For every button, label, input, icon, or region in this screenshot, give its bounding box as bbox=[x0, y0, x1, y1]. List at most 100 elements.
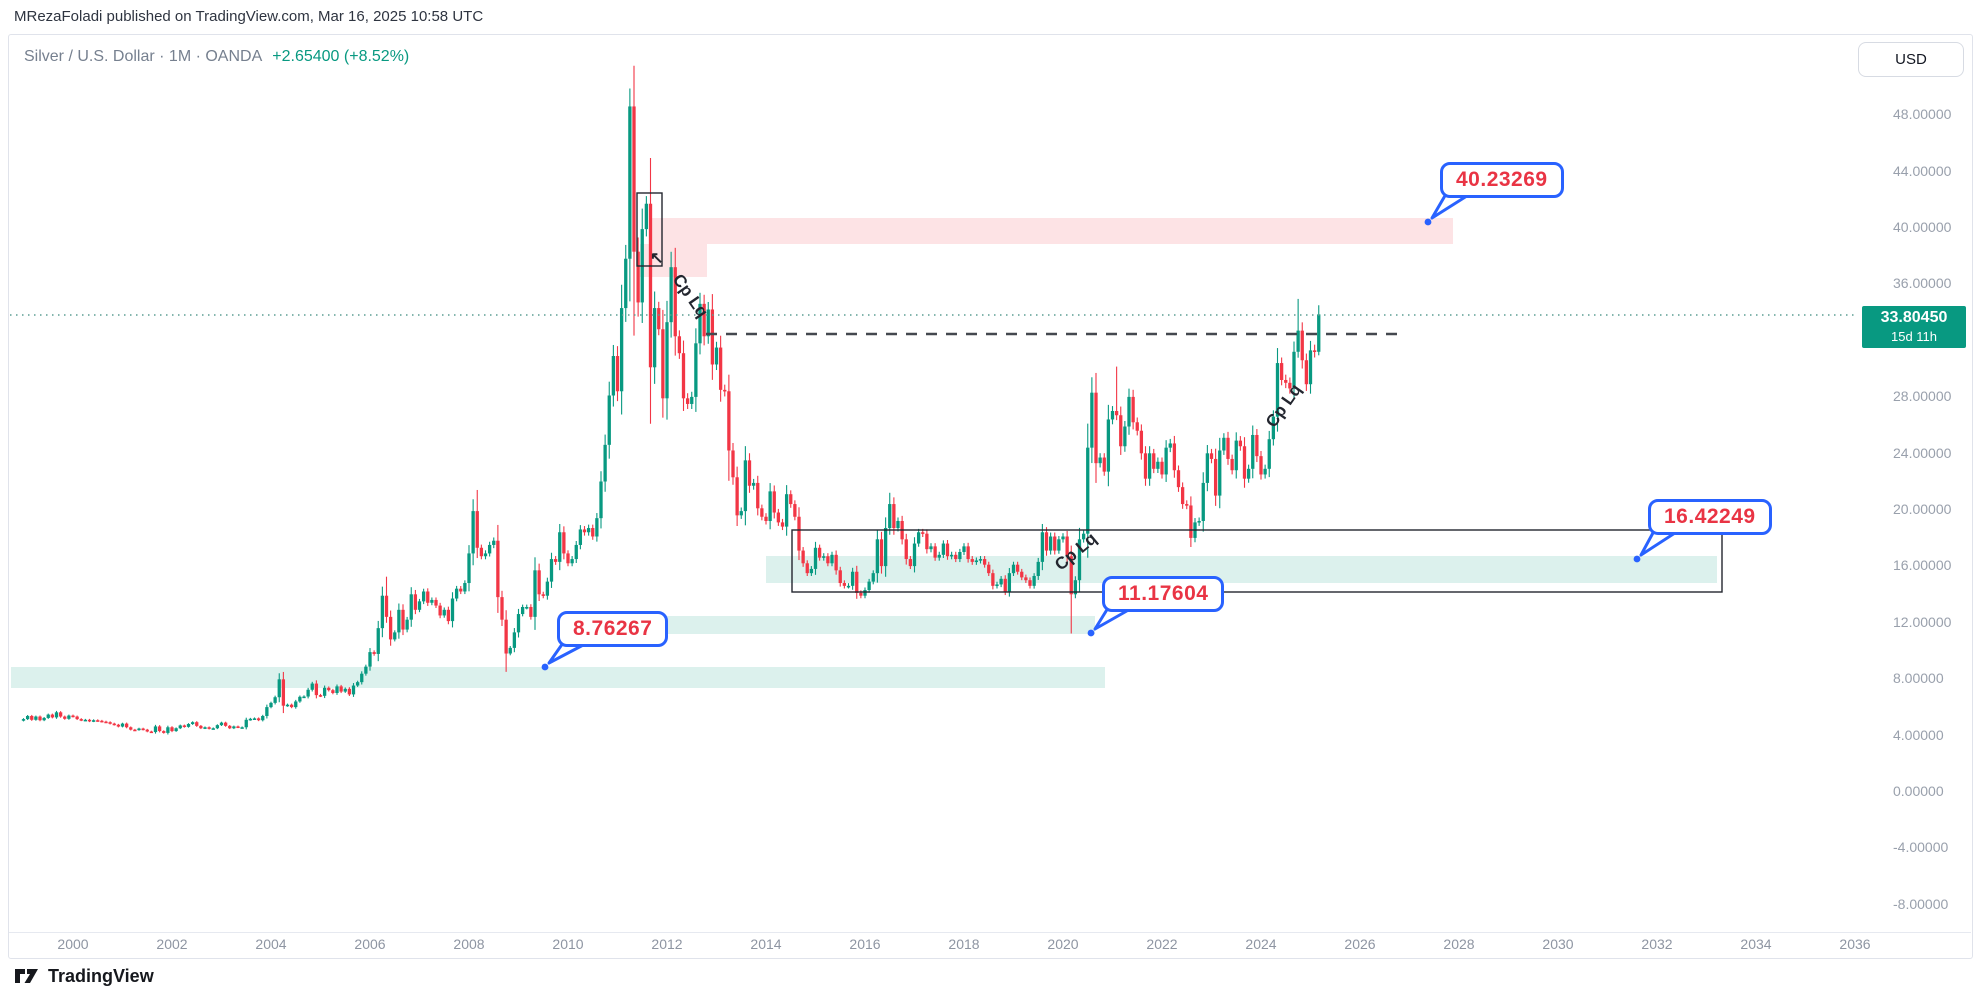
demand-zone-low-green[interactable] bbox=[11, 667, 1105, 688]
candle-body bbox=[723, 389, 727, 392]
candle-body bbox=[343, 688, 347, 692]
candle-body bbox=[958, 552, 962, 560]
candle-body bbox=[694, 343, 698, 397]
large-range-box[interactable] bbox=[791, 529, 1723, 593]
candle-body bbox=[1308, 350, 1313, 385]
candle-body bbox=[223, 722, 228, 726]
candle-body bbox=[822, 556, 826, 558]
candle-body bbox=[1218, 450, 1222, 496]
time-axis-label: 2014 bbox=[750, 936, 782, 952]
price-axis-label: 44.00000 bbox=[1893, 162, 1952, 179]
candle-body bbox=[1255, 434, 1259, 457]
price-axis-label: 24.00000 bbox=[1893, 444, 1952, 461]
candle-body bbox=[1156, 461, 1160, 469]
candle-body bbox=[813, 547, 818, 569]
candle-body bbox=[58, 712, 63, 717]
candle-body bbox=[273, 697, 277, 703]
candle-body bbox=[1114, 411, 1119, 416]
demand-zone-mid-green[interactable] bbox=[564, 616, 1095, 634]
candle-body bbox=[487, 544, 492, 554]
candle-body bbox=[937, 554, 941, 558]
candle-body bbox=[120, 723, 125, 727]
price-axis-label: 20.00000 bbox=[1893, 501, 1952, 517]
candle-body bbox=[500, 597, 504, 620]
candle-body bbox=[504, 619, 508, 654]
candle-body bbox=[850, 571, 855, 586]
candle-body bbox=[1015, 564, 1020, 572]
currency-toggle-button[interactable]: USD bbox=[1858, 42, 1964, 77]
candle-body bbox=[302, 696, 306, 699]
candle-body bbox=[215, 725, 220, 729]
candle-body bbox=[698, 303, 702, 344]
candle-body bbox=[1020, 571, 1024, 578]
candle-body bbox=[38, 716, 42, 721]
candle-body bbox=[83, 719, 88, 722]
candle-body bbox=[322, 687, 327, 696]
candle-body bbox=[1131, 396, 1135, 423]
small-range-box-2011[interactable] bbox=[636, 192, 663, 267]
candle-body bbox=[96, 720, 100, 722]
candle-body bbox=[838, 570, 842, 584]
candle-body bbox=[1312, 350, 1317, 352]
candle-body bbox=[801, 550, 805, 564]
candle-body bbox=[335, 686, 339, 694]
tradingview-attribution[interactable]: TradingView bbox=[14, 963, 154, 989]
candle-body bbox=[289, 704, 294, 708]
time-axis-label: 2022 bbox=[1146, 936, 1178, 952]
candle-body bbox=[826, 556, 830, 564]
time-axis-label: 2012 bbox=[651, 936, 683, 952]
candle-body bbox=[339, 686, 343, 692]
callout-anchor-dot bbox=[1087, 629, 1095, 637]
candle-body bbox=[834, 554, 838, 571]
symbol-title[interactable]: Silver / U.S. Dollar · 1M · OANDA bbox=[24, 48, 263, 65]
candle-body bbox=[195, 722, 199, 726]
candle-body bbox=[1246, 468, 1251, 479]
candle-body bbox=[211, 728, 215, 730]
chart-card bbox=[8, 34, 1973, 959]
candle-body bbox=[1267, 439, 1271, 469]
candle-body bbox=[970, 559, 974, 562]
candle-body bbox=[434, 599, 438, 606]
price-axis-label: 8.00000 bbox=[1893, 670, 1944, 687]
candle-body bbox=[636, 251, 640, 303]
candle-body bbox=[54, 712, 59, 718]
candle-body bbox=[1147, 453, 1152, 479]
candle-body bbox=[690, 396, 694, 404]
bar-countdown: 15d 11h bbox=[1890, 329, 1938, 344]
candle-body bbox=[1300, 330, 1304, 361]
candle-body bbox=[405, 619, 409, 630]
candle-body bbox=[974, 560, 979, 563]
candle-body bbox=[879, 539, 884, 567]
price-callout-label[interactable]: 8.76267 bbox=[557, 611, 669, 647]
candle-body bbox=[75, 716, 79, 720]
price-callout-label[interactable]: 11.17604 bbox=[1102, 576, 1225, 612]
price-callout-label[interactable]: 40.23269 bbox=[1440, 162, 1564, 198]
supply-zone-pink[interactable] bbox=[652, 218, 1453, 244]
demand-zone-box-green[interactable] bbox=[766, 556, 1717, 583]
candle-body bbox=[417, 601, 422, 610]
candle-body bbox=[438, 605, 442, 616]
candle-body bbox=[1069, 556, 1073, 595]
candle-body bbox=[463, 583, 467, 592]
candle-body bbox=[644, 203, 649, 230]
candle-body bbox=[582, 529, 587, 533]
candle-body bbox=[1296, 330, 1300, 352]
candle-body bbox=[747, 460, 752, 486]
candle-body bbox=[809, 568, 814, 574]
candle-body bbox=[718, 347, 723, 390]
price-callout-label[interactable]: 16.42249 bbox=[1648, 499, 1772, 535]
candle-body bbox=[999, 578, 1003, 585]
candle-body bbox=[355, 682, 360, 686]
candle-body bbox=[619, 308, 624, 392]
published-line: MRezaFoladi published on TradingView.com… bbox=[14, 8, 484, 25]
candle-body bbox=[537, 570, 541, 595]
time-axis-label: 2016 bbox=[849, 936, 881, 952]
candle-body bbox=[1164, 447, 1168, 475]
candle-body bbox=[1028, 580, 1032, 586]
candle-body bbox=[789, 494, 793, 505]
candle-body bbox=[603, 444, 607, 482]
candle-body bbox=[376, 628, 380, 654]
time-axis-label: 2034 bbox=[1740, 936, 1772, 952]
candle-body bbox=[459, 588, 463, 592]
